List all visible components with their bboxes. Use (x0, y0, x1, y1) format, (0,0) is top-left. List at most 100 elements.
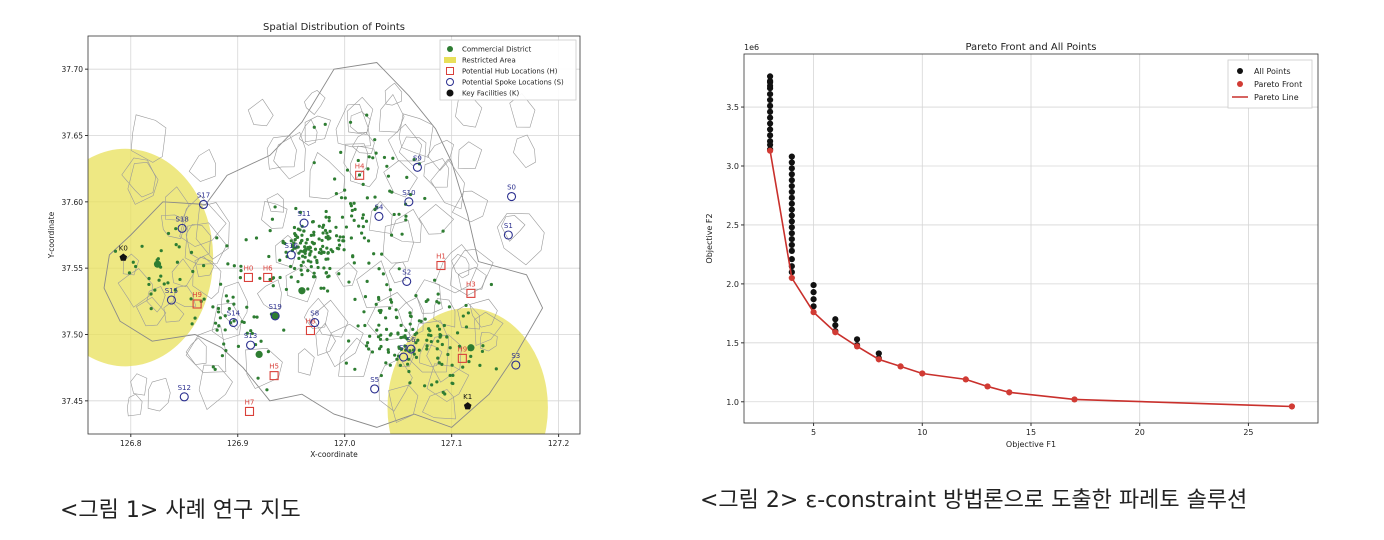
commercial-district-point (297, 256, 301, 260)
district-boundary (387, 123, 423, 162)
commercial-district-point (395, 357, 399, 361)
commercial-district-point (405, 175, 409, 179)
commercial-district-point (348, 120, 353, 124)
spoke-marker (511, 360, 521, 370)
spoke-label: S3 (511, 352, 520, 360)
commercial-district-point (317, 224, 321, 228)
commercial-district-point (373, 207, 377, 212)
commercial-district-point (322, 286, 326, 290)
y-axis-label: Y-coordinate (47, 211, 56, 259)
district-boundary (422, 389, 456, 420)
map-figure: Spatial Distribution of Points H1 H3 H4 H5 H6… (40, 10, 590, 470)
commercial-district-point (232, 319, 236, 323)
commercial-district-point (127, 271, 132, 275)
commercial-district-point (367, 347, 371, 351)
commercial-district-point (384, 361, 388, 365)
commercial-district-point (227, 307, 232, 311)
all-point (832, 316, 839, 323)
commercial-district-point (297, 251, 301, 255)
commercial-district-point (113, 249, 118, 253)
spoke-marker (374, 211, 384, 221)
commercial-district-point (245, 331, 249, 335)
commercial-district-point (324, 215, 328, 219)
commercial-district-point (339, 196, 344, 200)
commercial-district-point (356, 324, 360, 328)
commercial-district-point (296, 280, 300, 284)
pareto-point (1006, 389, 1013, 396)
spoke-label: S1 (504, 222, 513, 230)
commercial-district-point (231, 295, 235, 299)
commercial-district-point (374, 302, 378, 307)
commercial-district-point (273, 205, 277, 209)
commercial-district-point (224, 294, 228, 298)
district-boundary (127, 161, 159, 205)
hub-label: H0 (244, 264, 254, 272)
commercial-district-point (202, 263, 206, 268)
commercial-district-point (202, 297, 206, 301)
spoke-marker (246, 340, 256, 350)
commercial-district-point (292, 225, 297, 230)
commercial-district-point (298, 241, 303, 245)
commercial-district-point (324, 271, 328, 275)
spoke-marker (310, 318, 320, 328)
commercial-district-point (266, 350, 270, 354)
commercial-district-point (313, 255, 317, 259)
hub-label: H6 (263, 264, 273, 272)
commercial-district-point (394, 315, 399, 319)
commercial-district-point (366, 167, 370, 171)
commercial-district-point (415, 331, 419, 335)
spoke-label: S15 (165, 287, 178, 295)
commercial-district-point (379, 333, 383, 337)
spoke-label: S7 (399, 344, 408, 352)
district-boundary (457, 141, 483, 169)
commercial-district-point (321, 231, 325, 235)
district-boundary (304, 115, 331, 143)
commercial-district-point (224, 348, 228, 353)
commercial-district-point (271, 276, 276, 280)
all-point (788, 235, 795, 243)
commercial-district-point (351, 254, 355, 258)
commercial-district-point (411, 327, 415, 331)
commercial-district-point (461, 314, 465, 318)
all-point (788, 200, 795, 207)
district-boundary (172, 285, 197, 308)
commercial-district-point (302, 229, 306, 233)
commercial-district-point (377, 323, 381, 327)
spoke-label: S14 (227, 310, 241, 318)
pareto-point (962, 376, 969, 383)
commercial-district-point (384, 327, 389, 331)
pareto-figure: Pareto Front and All Points 1e6 5 10 15 20 25 1… (700, 38, 1330, 463)
commercial-district-point (316, 265, 320, 270)
commercial-district-point (480, 349, 485, 354)
commercial-district-point (467, 359, 471, 364)
legend-entry: Potential Spoke Locations (S) (462, 79, 564, 87)
commercial-district-point (311, 275, 316, 279)
commercial-district-point (320, 250, 324, 254)
commercial-district-point (408, 314, 413, 318)
commercial-district-point (223, 314, 227, 318)
commercial-district-point (225, 244, 229, 248)
district-boundary (285, 265, 318, 303)
commercial-district-point (268, 229, 272, 233)
commercial-district-point (178, 277, 182, 282)
commercial-district-point (271, 312, 279, 320)
commercial-district-point (412, 352, 416, 356)
commercial-district-point (386, 348, 390, 352)
commercial-district-point (347, 339, 351, 343)
legend-marker (446, 78, 454, 86)
spoke-marker (412, 162, 422, 172)
commercial-district-point (140, 244, 144, 248)
y-tick-label: 37.55 (62, 264, 84, 273)
commercial-district-point (423, 317, 427, 321)
commercial-district-point (334, 192, 339, 196)
commercial-district-point (361, 213, 365, 217)
commercial-district-point (236, 344, 241, 348)
all-point (810, 281, 817, 289)
commercial-district-point (252, 315, 256, 319)
y-tick-label: 2.0 (726, 280, 739, 289)
commercial-district-point (353, 207, 357, 211)
spoke-label: S13 (244, 332, 257, 340)
commercial-district-point (448, 373, 452, 378)
commercial-district-point (309, 265, 313, 269)
y-tick-label: 37.45 (62, 397, 84, 406)
